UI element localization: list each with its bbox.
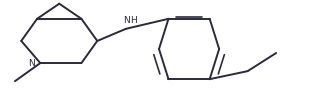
Text: H: H: [130, 16, 137, 25]
Text: N: N: [123, 16, 130, 25]
Text: N: N: [28, 59, 35, 68]
